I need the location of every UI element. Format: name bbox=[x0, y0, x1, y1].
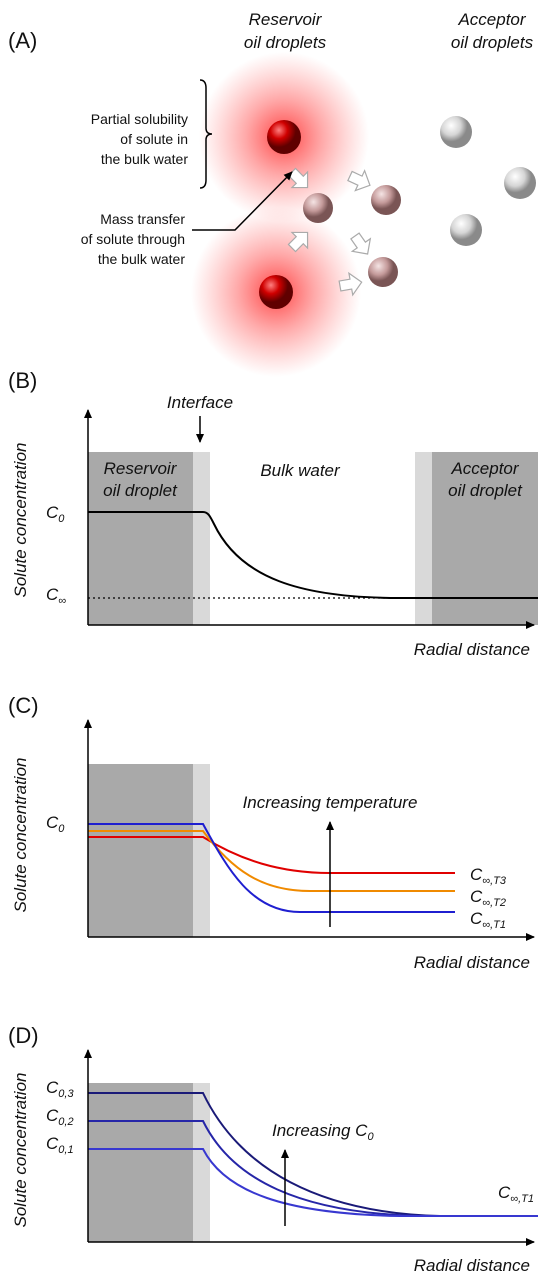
curve-c03 bbox=[88, 1092, 538, 1217]
panel-label: (C) bbox=[8, 693, 39, 718]
brace bbox=[199, 79, 213, 189]
block-arrow bbox=[338, 271, 363, 297]
note: of solute in bbox=[120, 131, 188, 147]
c0-label: C0,3 bbox=[46, 1078, 74, 1100]
cinf-label: C∞,T1 bbox=[498, 1183, 534, 1205]
symbol: C bbox=[46, 503, 59, 522]
region-label: oil droplet bbox=[448, 481, 523, 500]
acceptor-label: oil droplets bbox=[451, 33, 534, 52]
x-axis-label: Radial distance bbox=[414, 1256, 530, 1275]
curve bbox=[88, 511, 538, 599]
curve-t2 bbox=[88, 830, 455, 892]
panel-a: (A) Reservoir oil droplets Acceptor oil … bbox=[8, 10, 536, 377]
symbol: C bbox=[46, 1134, 59, 1153]
interface-region bbox=[415, 452, 432, 625]
acceptor-label: Acceptor bbox=[457, 10, 526, 29]
panel-label: (D) bbox=[8, 1023, 39, 1048]
transfer-droplet bbox=[371, 185, 401, 215]
x-axis-label: Radial distance bbox=[414, 953, 530, 972]
symbol: C bbox=[498, 1183, 511, 1202]
panel-label: (A) bbox=[8, 28, 37, 53]
region-label: oil droplet bbox=[103, 481, 178, 500]
transfer-droplet bbox=[368, 257, 398, 287]
subscript: 0,1 bbox=[58, 1144, 73, 1156]
annotation-text: Increasing C bbox=[272, 1121, 368, 1140]
panel-b: (B) Interface Reservoir oil droplet Bulk… bbox=[8, 368, 538, 659]
pointer bbox=[192, 171, 293, 231]
c0-label: C0,2 bbox=[46, 1106, 74, 1128]
transfer-droplet bbox=[303, 193, 333, 223]
subscript: 0 bbox=[58, 823, 65, 835]
c0-label: C0 bbox=[46, 813, 65, 835]
symbol: C bbox=[470, 887, 483, 906]
symbol: C bbox=[46, 585, 59, 604]
oil-region bbox=[88, 764, 193, 937]
reservoir-droplet bbox=[267, 120, 301, 154]
note: the bulk water bbox=[98, 251, 185, 267]
x-axis-label: Radial distance bbox=[414, 640, 530, 659]
block-arrow bbox=[287, 231, 309, 253]
subscript: ∞,T3 bbox=[482, 875, 507, 887]
oil-region bbox=[88, 1083, 193, 1242]
curve-c01 bbox=[88, 1148, 538, 1217]
acceptor-droplet bbox=[504, 167, 536, 199]
reservoir-droplet bbox=[259, 275, 293, 309]
note: of solute through bbox=[81, 231, 185, 247]
panel-c: (C) C0 C∞,T3 C∞,T2 C∞,T1 Increasing temp… bbox=[8, 693, 535, 972]
note: Mass transfer bbox=[100, 211, 185, 227]
c0-label: C0 bbox=[46, 503, 65, 525]
interface-region bbox=[193, 764, 210, 937]
interface-region bbox=[193, 1083, 210, 1242]
y-axis-label: Solute concentration bbox=[11, 443, 30, 598]
symbol: C bbox=[470, 865, 483, 884]
interface-label: Interface bbox=[167, 393, 233, 412]
y-axis-label: Solute concentration bbox=[11, 1073, 30, 1228]
block-arrow bbox=[347, 169, 371, 192]
c0-label: C0,1 bbox=[46, 1134, 74, 1156]
curve-t1 bbox=[88, 823, 455, 913]
interface-region bbox=[193, 452, 210, 625]
note: Partial solubility bbox=[91, 111, 188, 127]
curve-label: C∞,T3 bbox=[470, 865, 507, 887]
subscript: ∞ bbox=[58, 595, 66, 607]
symbol: C bbox=[46, 813, 59, 832]
curve-label: C∞,T1 bbox=[470, 909, 506, 931]
subscript: 0 bbox=[367, 1131, 374, 1143]
subscript: 0,2 bbox=[58, 1116, 73, 1128]
note: the bulk water bbox=[101, 151, 188, 167]
subscript: ∞,T1 bbox=[510, 1193, 534, 1205]
subscript: 0,3 bbox=[58, 1088, 74, 1100]
symbol: C bbox=[46, 1106, 59, 1125]
acceptor-droplet bbox=[440, 116, 472, 148]
cinf-label: C∞ bbox=[46, 585, 66, 607]
reservoir-label: oil droplets bbox=[244, 33, 327, 52]
region-label: Acceptor bbox=[450, 459, 519, 478]
panel-d: (D) C0,3 C0,2 C0,1 C∞,T1 Increasing C0 S… bbox=[8, 1023, 538, 1275]
subscript: ∞,T2 bbox=[482, 897, 506, 909]
oil-region bbox=[88, 452, 193, 625]
curve-label: C∞,T2 bbox=[470, 887, 506, 909]
acceptor-droplet bbox=[450, 214, 482, 246]
region-label: Bulk water bbox=[260, 461, 341, 480]
oil-region bbox=[432, 452, 538, 625]
symbol: C bbox=[470, 909, 483, 928]
annotation: Increasing C0 bbox=[272, 1121, 374, 1143]
curve-c02 bbox=[88, 1120, 538, 1217]
symbol: C bbox=[46, 1078, 59, 1097]
region-label: Reservoir bbox=[104, 459, 178, 478]
subscript: ∞,T1 bbox=[482, 919, 506, 931]
curve-t3 bbox=[88, 836, 455, 874]
block-arrow bbox=[350, 232, 372, 255]
panel-label: (B) bbox=[8, 368, 37, 393]
y-axis-label: Solute concentration bbox=[11, 758, 30, 913]
subscript: 0 bbox=[58, 513, 65, 525]
reservoir-label: Reservoir bbox=[249, 10, 323, 29]
annotation: Increasing temperature bbox=[243, 793, 418, 812]
